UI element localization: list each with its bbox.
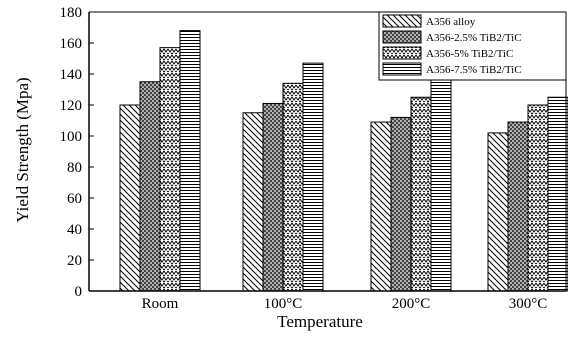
legend-label: A356-7.5% TiB2/TiC [426, 64, 522, 76]
legend-label: A356-5% TiB2/TiC [426, 48, 513, 60]
x-tick-label: 200°C [392, 296, 431, 312]
bar-3-3 [547, 96, 568, 292]
y-tick-label: 40 [67, 222, 82, 238]
y-tick-label: 60 [67, 191, 82, 207]
x-tick-label: 100°C [264, 296, 303, 312]
bars-layer [119, 30, 568, 292]
y-tick-label: 140 [60, 67, 83, 83]
bar-2-1 [282, 82, 304, 292]
y-tick-label: 0 [75, 284, 83, 300]
y-tick-label: 120 [60, 98, 83, 114]
x-tick-label: Room [142, 296, 179, 312]
y-tick-label: 80 [67, 160, 82, 176]
legend-swatch [382, 14, 422, 28]
x-tick-label: 300°C [509, 296, 548, 312]
x-axis-title: Temperature [277, 312, 363, 331]
y-tick-label: 160 [60, 36, 83, 52]
bar-3-2 [430, 76, 452, 292]
y-axis-title: Yield Strength (Mpa) [13, 77, 32, 222]
bar-0-0 [119, 104, 141, 292]
bar-1-0 [139, 81, 161, 292]
bar-2-0 [159, 47, 181, 292]
y-tick-label: 100 [60, 129, 83, 145]
bar-1-2 [390, 116, 412, 292]
legend-swatch [382, 46, 422, 60]
legend-label: A356-2.5% TiB2/TiC [426, 32, 522, 44]
bar-3-1 [302, 62, 324, 292]
legend-label: A356 alloy [426, 16, 476, 28]
bar-0-2 [370, 121, 392, 292]
y-tick-label: 20 [67, 253, 82, 269]
bar-1-3 [507, 121, 529, 292]
legend-swatch [382, 62, 422, 76]
bar-3-0 [179, 30, 201, 292]
bar-0-1 [242, 112, 264, 292]
bar-0-3 [487, 132, 509, 292]
legend-swatch [382, 30, 422, 44]
bar-1-1 [262, 102, 284, 292]
bar-2-3 [527, 104, 549, 292]
y-tick-label: 180 [60, 5, 83, 21]
bar-2-2 [410, 96, 432, 292]
legend: A356 alloy A356-2.5% TiB2/TiC A356-5% TiB2… [378, 11, 567, 81]
